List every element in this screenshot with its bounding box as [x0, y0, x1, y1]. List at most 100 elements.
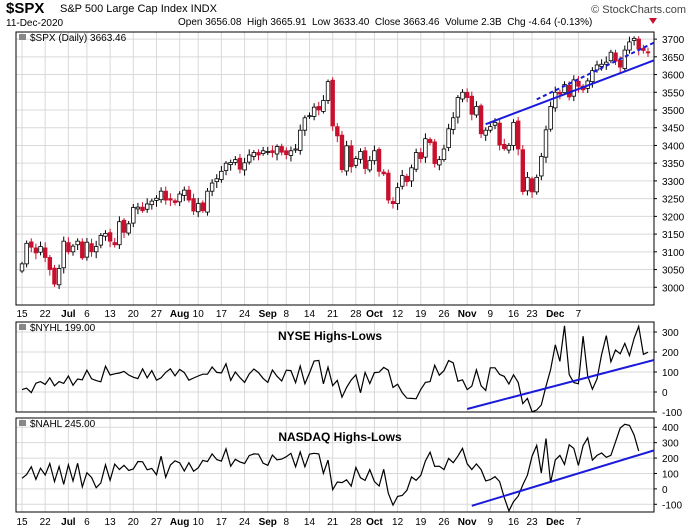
y-tick-label: 3350 — [662, 159, 685, 170]
candle-body — [339, 134, 345, 170]
candle-body — [52, 267, 57, 285]
x-tick-label: 14 — [304, 517, 316, 528]
x-tick-label: Dec — [546, 517, 565, 528]
candle-body — [149, 200, 155, 206]
y-tick-label: 3200 — [662, 212, 685, 223]
candle-body — [483, 129, 488, 136]
candle-body — [594, 64, 600, 71]
candle-body — [464, 91, 470, 98]
candle-body — [460, 91, 465, 100]
y-tick-label: 300 — [662, 439, 679, 450]
candle-body — [344, 145, 349, 172]
symbol-title: $SPX — [6, 0, 45, 17]
candle-body — [172, 200, 178, 203]
x-tick-label: 27 — [151, 517, 163, 528]
candle-body — [302, 117, 308, 131]
x-tick-label: 13 — [105, 309, 117, 320]
candle-body — [497, 122, 502, 146]
y-tick-label: 100 — [662, 469, 679, 480]
y-tick-label: 3700 — [662, 35, 685, 46]
x-tick-label: Nov — [458, 517, 477, 528]
candle-body — [223, 162, 229, 172]
chart-icon — [19, 34, 26, 40]
candle-body — [367, 160, 372, 171]
nasdaq-panel-frame — [15, 417, 655, 513]
candle-body — [38, 246, 43, 253]
candle-body — [622, 49, 628, 69]
x-tick-label: Sep — [259, 309, 277, 320]
x-tick-label: 16 — [508, 517, 520, 528]
high-label: High — [246, 17, 268, 28]
candle-body — [631, 37, 637, 41]
watermark-text: © StockCharts.com — [591, 4, 686, 16]
candle-body — [214, 178, 219, 183]
candle-body — [66, 242, 71, 253]
x-tick-label: 22 — [40, 309, 52, 320]
candle-body — [469, 95, 474, 115]
candle-body — [237, 157, 243, 170]
candle-body — [196, 203, 201, 213]
candle-body — [144, 203, 150, 210]
x-tick-label: 12 — [392, 517, 404, 528]
candle-body — [251, 152, 257, 157]
y-tick-label: 3500 — [662, 106, 685, 117]
candle-body — [404, 175, 410, 183]
nyse-line — [21, 324, 649, 413]
candle-body — [260, 150, 266, 155]
x-tick-label: 14 — [304, 309, 316, 320]
candle-body — [103, 232, 108, 237]
candle-body — [126, 223, 131, 234]
candle-body — [627, 41, 632, 51]
x-tick-label: 7 — [576, 517, 582, 528]
x-tick-label: 17 — [216, 309, 228, 320]
x-tick-label: Jul — [61, 309, 76, 320]
x-tick-label: 8 — [284, 309, 290, 320]
candle-body — [117, 221, 122, 246]
x-tick-label: 21 — [327, 517, 339, 528]
x-tick-label: Aug — [170, 517, 189, 528]
nyse-panel-frame — [15, 321, 655, 413]
chart-icon — [19, 324, 26, 330]
candle-body — [131, 207, 136, 224]
x-tick-label: 13 — [105, 517, 117, 528]
candle-body — [168, 198, 173, 201]
candle-body — [98, 235, 104, 246]
candle-body — [409, 167, 414, 182]
candle-body — [474, 106, 479, 116]
candle-body — [154, 197, 159, 201]
candle-body — [256, 152, 261, 156]
y-tick-label: 3600 — [662, 71, 685, 82]
candle-body — [242, 162, 247, 171]
close-label: Close — [374, 17, 401, 28]
candle-body — [617, 59, 623, 68]
low-label: Low — [312, 17, 331, 28]
y-tick-label: 200 — [662, 348, 679, 359]
x-tick-label: 26 — [438, 309, 450, 320]
candle-body — [478, 105, 484, 135]
x-tick-label: 26 — [438, 517, 450, 528]
y-tick-label: 3000 — [662, 283, 685, 294]
candle-body — [446, 128, 451, 148]
candle-body — [182, 189, 187, 196]
candle-body — [284, 150, 289, 156]
nasdaq-series-label: $NAHL 245.00 — [30, 419, 96, 430]
candle-body — [492, 122, 498, 126]
candle-body — [362, 150, 368, 169]
candle-body — [33, 247, 39, 254]
candle-body — [599, 63, 604, 67]
candle-body — [335, 126, 340, 137]
candle-body — [186, 189, 192, 201]
x-tick-label: 10 — [193, 309, 205, 320]
candle-body — [274, 146, 280, 155]
candle-body — [576, 80, 581, 87]
candle-body — [135, 206, 141, 210]
y-tick-label: 3100 — [662, 248, 685, 259]
candle-body — [293, 148, 298, 151]
candle-body — [316, 106, 321, 111]
x-tick-label: 23 — [527, 517, 539, 528]
candle-body — [140, 206, 145, 212]
x-tick-label: 9 — [488, 309, 494, 320]
candle-body — [543, 129, 549, 158]
x-tick-label: 19 — [415, 517, 427, 528]
